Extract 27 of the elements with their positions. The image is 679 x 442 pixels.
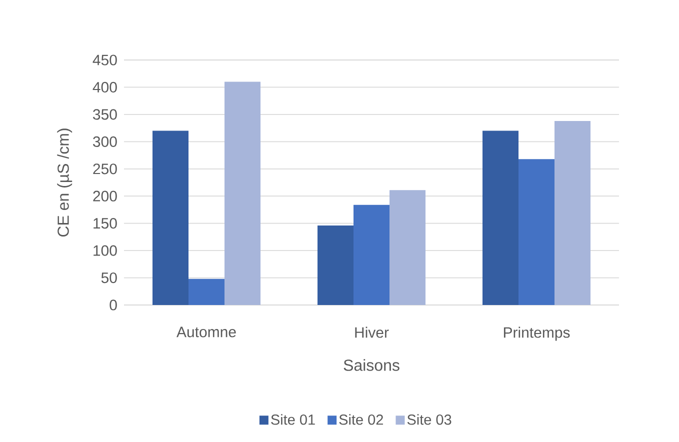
y-tick-label: 250: [93, 164, 117, 174]
bar: [518, 159, 555, 305]
x-tick-label: Printemps: [504, 326, 570, 341]
x-tick-label: Automne: [176, 326, 236, 338]
y-tick-label: 450: [92, 54, 117, 66]
y-tick-label: 0: [110, 300, 117, 310]
bar: [318, 226, 354, 305]
y-axis-title: CE en (µS /cm): [57, 128, 72, 237]
bar: [224, 82, 260, 305]
legend-label: Site 01: [271, 414, 315, 425]
y-tick-label: 200: [93, 190, 117, 202]
legend-label: Site 03: [407, 414, 452, 425]
legend-label: Site 02: [339, 414, 383, 425]
bar: [482, 130, 519, 305]
y-tick-label: 150: [94, 218, 117, 229]
bar: [152, 130, 189, 305]
x-axis-title: Saisons: [344, 359, 400, 371]
bar: [354, 204, 390, 305]
bar: [188, 278, 225, 305]
y-tick-label: 300: [93, 136, 117, 147]
y-tick-label: 50: [101, 272, 117, 284]
y-tick-label: 400: [92, 82, 117, 93]
bar: [554, 120, 591, 305]
y-tick-label: 350: [93, 109, 117, 120]
bar: [390, 190, 426, 305]
y-tick-label: 100: [94, 245, 117, 256]
x-tick-label: Hiver: [355, 326, 389, 338]
